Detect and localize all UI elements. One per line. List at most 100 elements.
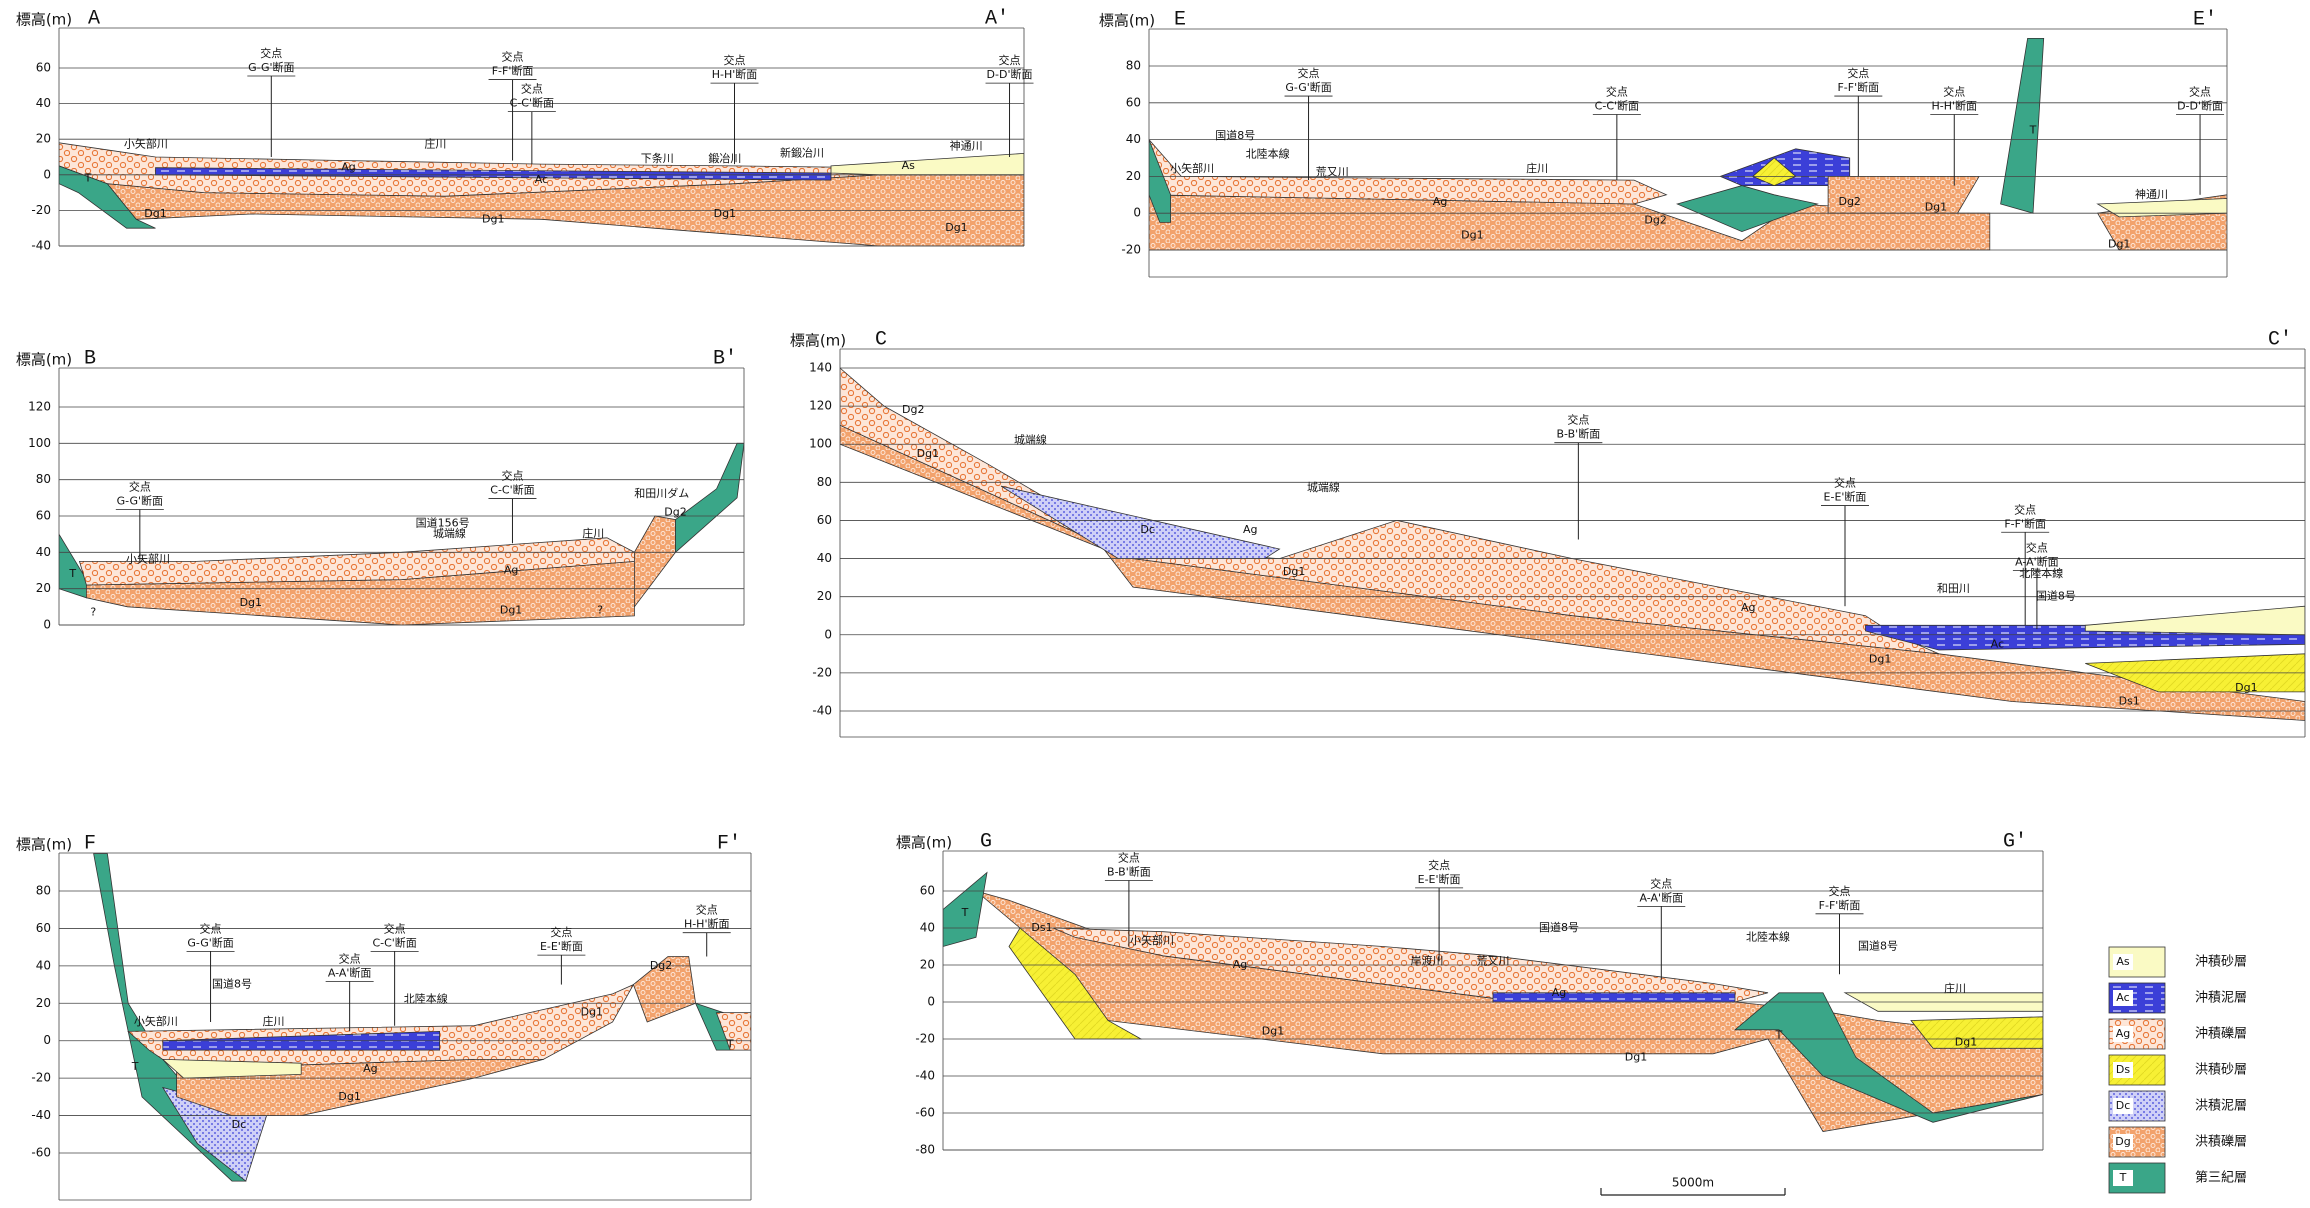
y-tick-label: -40	[31, 1108, 51, 1122]
y-tick-label: 60	[36, 921, 51, 935]
section-start: B	[84, 347, 96, 370]
map-label: Dg1	[1955, 1036, 1977, 1049]
map-label: Dg1	[945, 221, 967, 234]
intersection-name: H-H'断面	[712, 67, 758, 81]
axis-label: 標高(m)	[16, 351, 72, 369]
legend-code: Dg	[2115, 1135, 2130, 1148]
intersection-name: D-D'断面	[2177, 98, 2223, 112]
intersection-title: 交点	[999, 53, 1021, 67]
y-tick-label: 20	[1126, 169, 1141, 183]
map-label: 小矢部川	[1130, 933, 1174, 947]
section-start: E	[1174, 8, 1186, 31]
y-tick-label: 120	[28, 400, 51, 414]
map-label: Dc	[232, 1118, 247, 1131]
map-label: Dg1	[714, 207, 736, 220]
y-tick-label: 120	[809, 399, 832, 413]
section-end: A'	[985, 7, 1009, 30]
section-start: C	[875, 328, 887, 351]
map-label: 北陸本線	[404, 992, 448, 1006]
intersection-name: A-A'断面	[1640, 890, 1684, 904]
map-label: 城端線	[1014, 432, 1047, 446]
map-label: ?	[597, 603, 603, 616]
map-label: 和田川	[1937, 582, 1970, 595]
y-tick-label: 0	[824, 627, 832, 641]
y-tick-label: 0	[927, 995, 935, 1009]
y-tick-label: 0	[43, 167, 51, 181]
map-label: Dg1	[1869, 653, 1891, 666]
intersection-title: 交点	[129, 479, 151, 493]
map-label: 国道8号	[1858, 939, 1898, 953]
intersection-name: G-G'断面	[187, 935, 233, 949]
map-label: 庄川	[582, 526, 604, 540]
y-tick-label: 40	[36, 96, 51, 110]
section-end: C'	[2268, 328, 2292, 351]
map-label: 下条川	[641, 151, 674, 165]
legend-name: 洪積泥層	[2195, 1099, 2247, 1114]
map-label: Ds1	[1031, 921, 1052, 934]
intersection-title: 交点	[1834, 476, 1856, 490]
y-tick-label: -40	[31, 239, 51, 253]
map-label: T	[84, 171, 92, 184]
map-label: Ac	[1991, 637, 2004, 650]
intersection-name: G-G'断面	[248, 60, 294, 74]
y-tick-label: 20	[817, 589, 832, 603]
page: 6040200-20-40標高(m)AA'小矢部川庄川下条川鍛冶川新鍛冶川神通川…	[0, 0, 2310, 1208]
intersection-name: E-E'断面	[1418, 872, 1461, 886]
map-label: Ag	[1552, 986, 1567, 999]
y-tick-label: -20	[812, 665, 832, 679]
map-label: Dg2	[1838, 195, 1860, 208]
map-label: T	[68, 567, 76, 580]
map-label: Ag	[504, 564, 519, 577]
intersection-title: 交点	[1943, 84, 1965, 98]
y-tick-label: -80	[915, 1143, 935, 1157]
section-end: F'	[717, 832, 741, 855]
intersection-title: 交点	[1118, 851, 1140, 865]
y-tick-label: 100	[28, 436, 51, 450]
intersection-title: 交点	[260, 46, 282, 60]
map-label: 城端線	[1307, 480, 1340, 494]
map-label: 庄川	[1944, 981, 1966, 995]
y-tick-label: -20	[915, 1032, 935, 1046]
map-label: 庄川	[263, 1014, 285, 1028]
legend-name: 洪積砂層	[2195, 1063, 2247, 1078]
map-label: 城端線	[433, 526, 466, 540]
layer-ac	[1493, 993, 1735, 1002]
y-tick-label: 60	[817, 513, 832, 527]
y-tick-label: 60	[920, 884, 935, 898]
map-label: T	[131, 1060, 139, 1073]
y-tick-label: 80	[36, 472, 51, 486]
y-tick-label: 0	[1133, 206, 1141, 220]
map-label: 国道8号	[2036, 589, 2076, 603]
intersection-title: 交点	[724, 53, 746, 67]
map-label: Dg1	[1283, 565, 1305, 578]
intersection-name: B-B'断面	[1557, 427, 1601, 441]
map-label: Ag	[1741, 601, 1756, 614]
map-label: Dg1	[1262, 1025, 1284, 1038]
y-tick-label: 60	[36, 61, 51, 75]
intersection-name: C-C'断面	[490, 483, 534, 497]
y-tick-label: 40	[920, 921, 935, 935]
legend-name: 第三紀層	[2195, 1171, 2247, 1186]
map-label: Dg1	[1925, 201, 1947, 214]
section-end: E'	[2193, 8, 2217, 31]
section-start: F	[84, 832, 96, 855]
map-label: Ag	[363, 1062, 378, 1075]
y-tick-label: 0	[43, 1033, 51, 1047]
map-label: Dg1	[2108, 237, 2130, 250]
legend-name: 沖積礫層	[2195, 1026, 2247, 1042]
legend-name: 沖積泥層	[2195, 991, 2247, 1006]
map-label: Dg2	[1644, 214, 1666, 227]
map-label: T	[961, 906, 969, 919]
intersection-name: E-E'断面	[540, 939, 583, 953]
axis-label: 標高(m)	[16, 836, 72, 854]
map-label: 小矢部川	[134, 1014, 178, 1028]
map-label: Dg1	[482, 212, 504, 225]
intersection-title: 交点	[200, 921, 222, 935]
scale-bar-label: 5000m	[1672, 1176, 1714, 1190]
layer-as	[831, 153, 1024, 174]
map-label: 新鍛冶川	[780, 145, 824, 159]
intersection-title: 交点	[502, 50, 524, 64]
section: 140120100806040200-20-40標高(m)CC'城端線城端線和田…	[790, 328, 2305, 737]
